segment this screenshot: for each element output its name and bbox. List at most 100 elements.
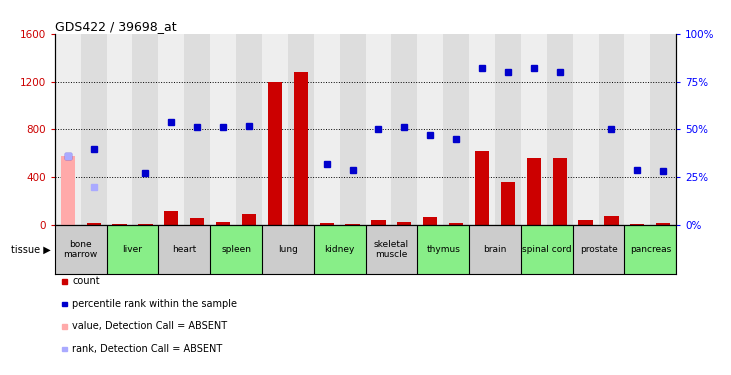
Bar (55, 34, 80, 225)
Bar (475, 151, 489, 225)
Bar (80, 225, 107, 274)
Bar (236, 225, 262, 274)
Bar (391, 34, 417, 225)
Bar (262, 34, 288, 225)
Bar (184, 225, 211, 274)
Bar (520, 34, 547, 225)
Bar (553, 158, 567, 225)
Bar (55, 225, 107, 274)
Bar (159, 225, 211, 274)
Bar (443, 34, 469, 225)
Bar (190, 218, 205, 225)
Bar (521, 225, 547, 274)
Bar (417, 34, 443, 225)
Bar (288, 34, 314, 225)
Text: GDS422 / 39698_at: GDS422 / 39698_at (55, 20, 176, 33)
Bar (651, 225, 676, 274)
Bar (624, 225, 676, 274)
Bar (216, 222, 230, 225)
Bar (624, 34, 651, 225)
Bar (449, 223, 463, 225)
Text: heart: heart (172, 245, 197, 254)
Text: tissue ▶: tissue ▶ (12, 244, 51, 254)
Bar (371, 220, 385, 225)
Bar (599, 225, 624, 274)
Bar (55, 225, 80, 274)
Bar (572, 225, 599, 274)
Bar (268, 82, 282, 225)
Text: skeletal
muscle: skeletal muscle (374, 240, 409, 259)
Bar (340, 225, 366, 274)
Bar (469, 225, 520, 274)
Bar (469, 225, 495, 274)
Bar (547, 34, 572, 225)
Bar (159, 225, 184, 274)
Bar (366, 225, 417, 274)
Bar (366, 225, 391, 274)
Bar (314, 225, 366, 274)
Bar (501, 182, 515, 225)
Bar (210, 34, 236, 225)
Bar (656, 223, 670, 225)
Bar (132, 225, 159, 274)
Bar (572, 225, 624, 274)
Bar (61, 224, 75, 225)
Bar (578, 220, 593, 225)
Text: value, Detection Call = ABSENT: value, Detection Call = ABSENT (72, 321, 227, 331)
Bar (526, 158, 541, 225)
Text: thymus: thymus (426, 245, 460, 254)
Text: brain: brain (483, 245, 507, 254)
Bar (417, 225, 443, 274)
Bar (366, 34, 391, 225)
Bar (294, 72, 308, 225)
Text: spinal cord: spinal cord (522, 245, 572, 254)
Bar (107, 34, 132, 225)
Bar (340, 34, 366, 225)
Bar (236, 34, 262, 225)
Bar (495, 34, 520, 225)
Text: kidney: kidney (325, 245, 355, 254)
Text: bone
marrow: bone marrow (64, 240, 98, 259)
Bar (113, 224, 126, 225)
Bar (262, 225, 314, 274)
Bar (107, 225, 132, 274)
Bar (159, 34, 184, 225)
Bar (397, 222, 412, 225)
Bar (61, 156, 75, 225)
Text: spleen: spleen (221, 245, 251, 254)
Bar (80, 34, 107, 225)
Bar (164, 211, 178, 225)
Text: liver: liver (123, 245, 143, 254)
Text: rank, Detection Call = ABSENT: rank, Detection Call = ABSENT (72, 344, 223, 354)
Bar (314, 34, 340, 225)
Text: pancreas: pancreas (629, 245, 671, 254)
Bar (495, 225, 520, 274)
Bar (319, 223, 334, 225)
Text: lung: lung (278, 245, 298, 254)
Bar (605, 216, 618, 225)
Text: prostate: prostate (580, 245, 618, 254)
Bar (211, 225, 262, 274)
Bar (443, 225, 469, 274)
Text: count: count (72, 276, 100, 286)
Bar (138, 224, 153, 225)
Text: percentile rank within the sample: percentile rank within the sample (72, 299, 238, 309)
Bar (521, 225, 572, 274)
Bar (391, 225, 417, 274)
Bar (599, 34, 624, 225)
Bar (314, 225, 340, 274)
Bar (346, 224, 360, 225)
Bar (211, 225, 236, 274)
Bar (423, 217, 437, 225)
Bar (132, 34, 159, 225)
Bar (417, 225, 469, 274)
Bar (547, 225, 572, 274)
Bar (86, 223, 101, 225)
Bar (107, 225, 159, 274)
Bar (469, 34, 495, 225)
Bar (572, 34, 599, 225)
Bar (288, 225, 314, 274)
Bar (624, 225, 651, 274)
Bar (242, 214, 256, 225)
Bar (651, 34, 676, 225)
